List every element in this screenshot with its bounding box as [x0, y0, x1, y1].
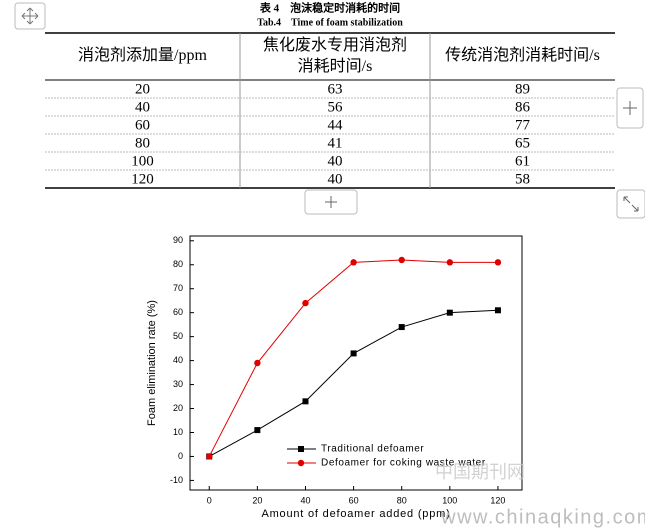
table-cell: 77	[515, 117, 531, 133]
y-tick-label: 50	[173, 331, 183, 341]
y-tick-label: 80	[173, 259, 183, 269]
marker	[302, 299, 309, 307]
y-tick-label: 70	[173, 283, 183, 293]
marker	[350, 350, 357, 357]
add-column-button[interactable]	[616, 87, 644, 129]
series-line	[208, 259, 498, 457]
y-tick-label: 30	[173, 379, 183, 389]
caption-cn: 表 4 泡沫稳定时消耗的时间	[259, 1, 400, 15]
table-cell: 20	[135, 81, 150, 97]
table-cell: 100	[131, 153, 154, 169]
table-cell: 120	[131, 171, 154, 187]
header-cell: 焦化废水专用消泡剂消耗时间/s	[263, 36, 407, 75]
header-cell: 传统消泡剂消耗时间/s	[445, 46, 600, 64]
marker	[446, 259, 454, 266]
table-cell: 41	[328, 135, 343, 151]
table-cell: 65	[515, 135, 530, 151]
legend-label: Traditional defoamer	[321, 444, 424, 455]
marker	[254, 427, 261, 434]
x-tick-label: 100	[442, 495, 457, 505]
plot-frame	[189, 235, 523, 491]
move-handle[interactable]	[14, 2, 46, 30]
table-cell: 63	[328, 81, 343, 97]
table-cell: 44	[328, 117, 344, 133]
x-tick-label: 120	[490, 495, 505, 505]
table-cell: 80	[135, 135, 150, 151]
header-cell: 消泡剂添加量/ppm	[78, 46, 207, 64]
legend-label: Defoamer for coking waste water	[321, 458, 486, 469]
watermark-cn: 中国期刊网	[435, 462, 525, 482]
legend-marker	[298, 446, 304, 452]
marker	[302, 398, 309, 405]
table-cell: 56	[328, 99, 344, 115]
x-axis-label: Amount of defoamer added (ppm)	[261, 508, 450, 520]
table-cell: 40	[328, 171, 343, 187]
y-axis-label: Foam elimination rate (%)	[146, 300, 158, 426]
watermark-url: www.chinaqking.com	[440, 506, 645, 528]
y-tick-label: 20	[173, 403, 183, 413]
x-tick-label: 80	[397, 495, 407, 505]
marker	[350, 259, 357, 266]
legend-marker	[297, 459, 305, 467]
y-tick-label: 10	[173, 427, 183, 437]
marker	[206, 453, 213, 460]
marker	[398, 324, 405, 331]
y-tick-label: 0	[178, 451, 183, 461]
table: 消泡剂添加量/ppm 焦化废水专用消泡剂消耗时间/s 传统消泡剂消耗时间/s 20 63…	[45, 32, 615, 189]
y-tick-label: -10	[170, 475, 183, 485]
table-cell: 58	[515, 171, 530, 187]
x-tick-label: 0	[207, 495, 212, 505]
chart: -10 0 10 20 30 40 50 60 70 80 90 0 20 40 60 80 100 120 Amo…	[146, 235, 523, 520]
add-row-button[interactable]	[304, 189, 358, 215]
marker	[398, 256, 405, 264]
y-tick-label: 40	[173, 355, 183, 365]
series-line	[209, 309, 498, 457]
marker	[254, 359, 261, 367]
table-cell: 60	[135, 117, 150, 133]
caption-en: Tab.4 Time of foam stabilization	[257, 17, 403, 28]
table-cell: 40	[135, 99, 150, 115]
x-tick-label: 20	[252, 495, 262, 505]
resize-handle[interactable]	[616, 189, 645, 219]
y-tick-label: 60	[173, 307, 183, 317]
marker	[446, 309, 453, 316]
x-tick-label: 40	[300, 495, 310, 505]
table-cell: 86	[515, 99, 531, 115]
x-tick-label: 60	[349, 495, 359, 505]
table-cell: 40	[328, 153, 343, 169]
y-tick-label: 90	[173, 235, 183, 245]
table-cell: 61	[515, 153, 530, 169]
table-cell: 89	[515, 81, 530, 97]
marker	[494, 259, 502, 266]
marker	[494, 307, 501, 314]
